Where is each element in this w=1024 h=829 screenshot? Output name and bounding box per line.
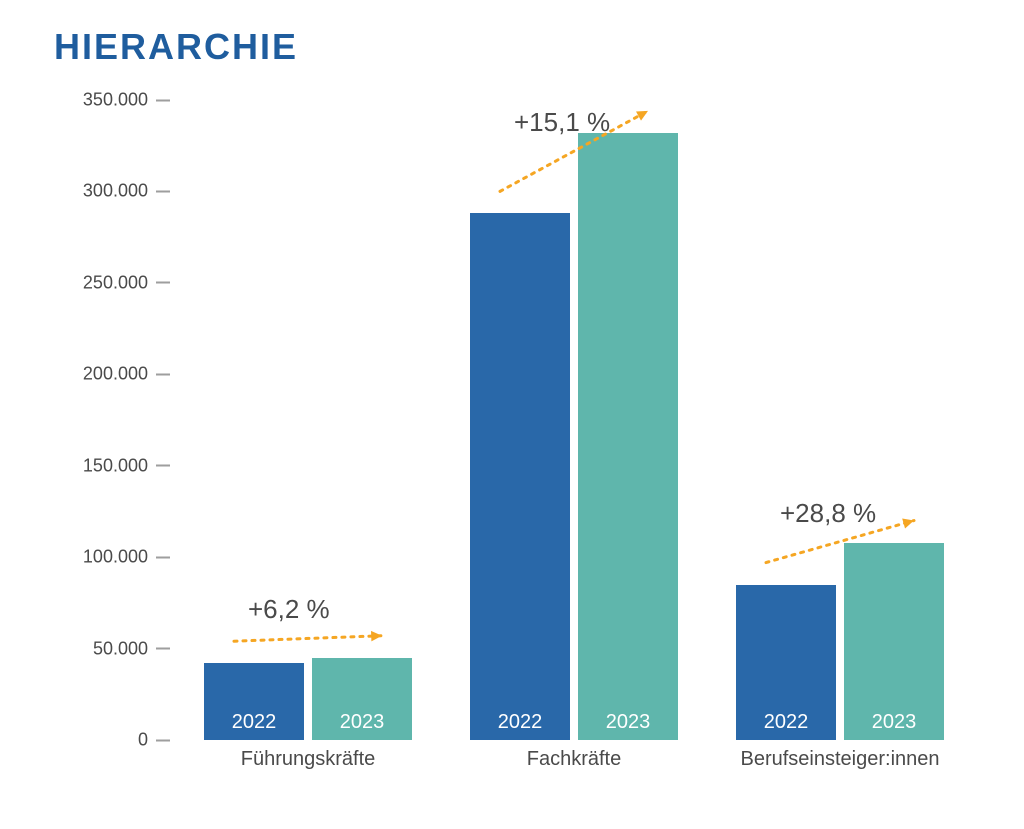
trend-arrow-icon [0, 0, 1024, 829]
